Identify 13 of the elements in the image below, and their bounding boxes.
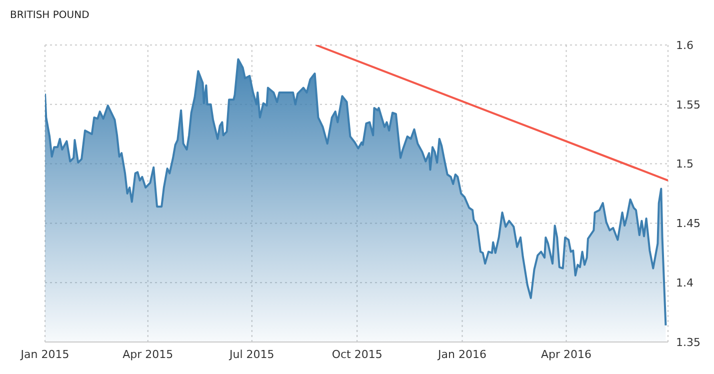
x-tick-label: Jan 2015 — [20, 348, 70, 361]
x-tick-label: Jul 2015 — [228, 348, 274, 361]
y-tick-label: 1.5 — [676, 158, 694, 171]
x-tick-label: Oct 2015 — [332, 348, 382, 361]
y-tick-label: 1.4 — [676, 276, 694, 290]
y-tick-label: 1.45 — [676, 217, 700, 230]
chart-title: BRITISH POUND — [10, 10, 90, 21]
y-tick-label: 1.6 — [676, 38, 694, 52]
x-tick-label: Apr 2015 — [122, 348, 174, 361]
y-tick-label: 1.35 — [676, 336, 700, 349]
x-tick-label: Jan 2016 — [437, 348, 486, 361]
x-tick-label: Apr 2016 — [540, 348, 592, 361]
y-tick-label: 1.55 — [676, 98, 700, 112]
